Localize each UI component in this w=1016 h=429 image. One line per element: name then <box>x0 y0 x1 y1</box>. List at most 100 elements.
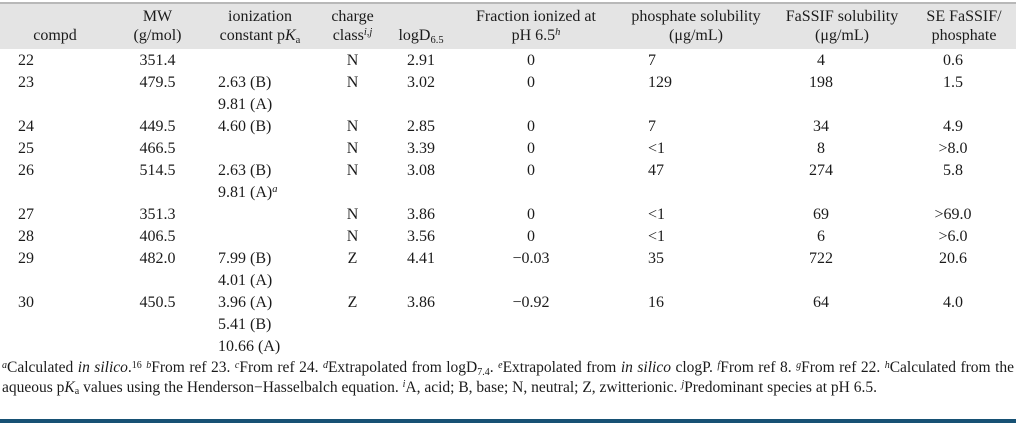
cell-logd: 3.86 <box>407 206 435 223</box>
header-label: phosphate <box>931 27 997 44</box>
header-label-sub: 6.5 <box>430 34 444 46</box>
cell-pka <box>205 204 315 226</box>
header-label-text: constant p <box>219 27 285 44</box>
bottom-rule <box>0 419 1016 423</box>
cell-compd: 23 <box>18 74 34 91</box>
col-header-fassif-solubility: FaSSIF solubility (μg/mL) <box>772 2 912 49</box>
footnote-marker: c <box>234 359 240 371</box>
solubility-table: compd MW (g/mol) ionization constant pKa… <box>0 2 1016 358</box>
header-label: Fraction ionized at <box>476 8 596 25</box>
cell-compd: 25 <box>18 140 34 157</box>
cell-charge-class: N <box>346 228 359 245</box>
cell-logd: 2.91 <box>407 52 435 69</box>
col-header-charge-class: charge classi,j <box>315 2 390 49</box>
header-label: pH 6.5h <box>452 26 620 45</box>
cell-se-ratio: >69.0 <box>934 206 972 223</box>
cell-fassif-solubility: 4 <box>817 52 825 69</box>
table-row-compd-25: 25 466.5 N 3.39 0 <1 8 >8.0 <box>0 138 1016 160</box>
cell-fraction-ionized: 0 <box>527 228 535 245</box>
cell-logd: 2.85 <box>407 118 435 135</box>
cell-fraction-ionized: 0 <box>527 206 535 223</box>
pka-line: 7.99 (B) <box>218 250 272 267</box>
cell-fassif-solubility: 722 <box>809 250 833 267</box>
table-row-compd-26: 26 514.5 2.63 (B) 9.81 (A)a N 3.08 0 47 2… <box>0 160 1016 204</box>
cell-pka: 2.63 (B) 9.81 (A) <box>205 72 315 116</box>
cell-fraction-ionized: 0 <box>527 140 535 157</box>
cell-se-ratio: 4.0 <box>943 294 963 311</box>
cell-charge-class: N <box>346 140 359 157</box>
cell-logd: 3.02 <box>407 74 435 91</box>
cell-charge-class: N <box>346 74 359 91</box>
cell-phosphate-solubility: 7 <box>648 118 656 135</box>
header-label-text: class <box>332 27 364 44</box>
cell-mw: 466.5 <box>139 140 176 157</box>
cell-se-ratio: 0.6 <box>943 52 963 69</box>
footnote-text: . <box>127 359 132 376</box>
footnote-text: Extrapolated from logD <box>327 359 478 376</box>
footnote-text: From ref 24. <box>239 359 323 376</box>
cell-compd: 29 <box>18 250 34 267</box>
cell-mw: 449.5 <box>139 118 176 135</box>
col-header-phosphate-solubility: phosphate solubility (μg/mL) <box>620 2 772 49</box>
footnote-text: Extrapolated from <box>502 359 621 376</box>
col-header-compd: compd <box>0 2 110 49</box>
cell-logd: 3.86 <box>407 294 435 311</box>
header-label: constant pKa <box>205 26 315 46</box>
cell-compd: 24 <box>18 118 34 135</box>
cell-fraction-ionized: 0 <box>527 74 535 91</box>
cell-logd: 3.39 <box>407 140 435 157</box>
cell-compd: 26 <box>18 162 34 179</box>
footnote-text: Calculated from the aqueous p <box>2 359 1015 396</box>
footnote-text: Predominant species at pH 6.5. <box>684 378 877 396</box>
cell-fraction-ionized: 0 <box>527 162 535 179</box>
footnote-text: From ref 22. <box>801 359 885 376</box>
header-label: (μg/mL) <box>815 27 869 44</box>
cell-phosphate-solubility: 47 <box>648 162 664 179</box>
cell-phosphate-solubility: <1 <box>648 206 666 223</box>
cell-charge-class: N <box>346 206 359 223</box>
pka-line: 9.81 (A) <box>218 96 273 113</box>
col-header-logd: logD6.5 <box>390 2 452 49</box>
cell-fassif-solubility: 34 <box>813 118 829 135</box>
header-label-italic: K <box>284 27 296 44</box>
header-label: MW <box>142 8 173 25</box>
header-label: charge <box>331 8 374 25</box>
pka-line: 4.01 (A) <box>218 272 273 289</box>
footnote-text: in silico <box>77 359 128 376</box>
footnote-marker: a <box>272 184 278 196</box>
cell-fraction-ionized: −0.92 <box>512 294 550 311</box>
cell-fraction-ionized: 0 <box>527 118 535 135</box>
pka-line: 9.81 (A)a <box>218 182 315 204</box>
cell-se-ratio: 20.6 <box>939 250 967 267</box>
cell-charge-class: Z <box>347 294 358 311</box>
pka-line: 10.66 (A) <box>218 338 281 355</box>
header-label: FaSSIF solubility <box>785 8 899 25</box>
cell-fassif-solubility: 274 <box>809 162 833 179</box>
cell-mw: 482.0 <box>139 250 176 267</box>
footnote-text: in silico <box>620 359 671 376</box>
cell-phosphate-solubility: 35 <box>648 250 664 267</box>
footnote-marker: e <box>498 359 503 371</box>
footnote-marker: g <box>796 359 802 371</box>
header-label: ionization <box>228 8 292 25</box>
cell-se-ratio: 4.9 <box>943 118 963 135</box>
table-row-compd-22: 22 351.4 N 2.91 0 7 4 0.6 <box>0 49 1016 72</box>
cell-se-ratio: 5.8 <box>943 162 963 179</box>
cell-fassif-solubility: 69 <box>813 206 829 223</box>
col-header-mw: MW (g/mol) <box>110 2 205 49</box>
cell-mw: 514.5 <box>139 162 176 179</box>
cell-compd: 28 <box>18 228 34 245</box>
table-row-compd-29: 29 482.0 7.99 (B) 4.01 (A) Z 4.41 −0.03 3… <box>0 248 1016 292</box>
cell-fassif-solubility: 198 <box>809 74 833 91</box>
header-label-text: pH 6.5 <box>511 27 556 44</box>
pka-line: 5.41 (B) <box>218 316 272 333</box>
pka-value: 9.81 (A) <box>218 184 273 201</box>
col-header-pka: ionization constant pKa <box>205 2 315 49</box>
header-label: classi,j <box>315 26 390 45</box>
pka-line: 3.96 (A) <box>218 294 273 311</box>
footnote-text: . <box>489 359 499 376</box>
cell-compd: 27 <box>18 206 34 223</box>
footnote-text: A, acid; B, base; N, neutral; Z, zwitter… <box>405 378 682 396</box>
cell-se-ratio: 1.5 <box>943 74 963 91</box>
